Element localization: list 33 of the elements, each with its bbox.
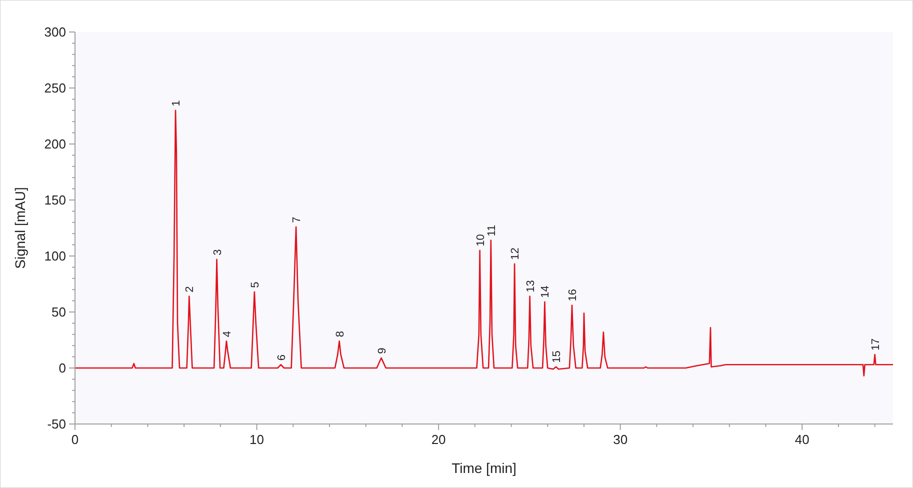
y-tick-label: 50 bbox=[52, 304, 66, 320]
y-tick-label: 200 bbox=[44, 136, 66, 152]
annotation: 13 bbox=[524, 280, 537, 292]
y-tick-label: 250 bbox=[44, 80, 66, 96]
annotation: 7 bbox=[291, 216, 304, 223]
annotation: 9 bbox=[376, 348, 388, 354]
y-tick-label: 300 bbox=[44, 24, 66, 40]
annotation: 4 bbox=[221, 330, 234, 338]
y-tick-label: 0 bbox=[58, 360, 66, 376]
annotation: 1 bbox=[170, 100, 183, 106]
annotation: 14 bbox=[540, 286, 552, 298]
annotation: 2 bbox=[184, 286, 196, 292]
x-tick-label: 20 bbox=[431, 432, 446, 447]
line-series bbox=[74, 110, 894, 376]
x-tick-label: 10 bbox=[250, 432, 264, 447]
annotation: 6 bbox=[276, 354, 288, 361]
annotation: 3 bbox=[212, 249, 224, 256]
annotation: 16 bbox=[566, 289, 579, 302]
y-tick-label: 150 bbox=[44, 192, 66, 208]
y-tick-label: 100 bbox=[44, 248, 66, 264]
annotation: 15 bbox=[550, 350, 563, 363]
annotation: 10 bbox=[474, 234, 487, 246]
x-tick-label: 40 bbox=[794, 432, 810, 447]
x-tick-label: 0 bbox=[71, 432, 79, 447]
x-axis-title: Time [min] bbox=[452, 460, 516, 476]
annotation: 12 bbox=[510, 248, 522, 260]
annotation: 17 bbox=[870, 338, 882, 351]
annotation: 8 bbox=[334, 330, 346, 338]
y-tick-label: -50 bbox=[47, 416, 66, 432]
y-axis-title: Signal [mAU] bbox=[12, 187, 28, 269]
x-tick-label: 30 bbox=[613, 432, 628, 447]
annotation: 11 bbox=[486, 224, 498, 236]
annotation: 5 bbox=[249, 282, 262, 288]
